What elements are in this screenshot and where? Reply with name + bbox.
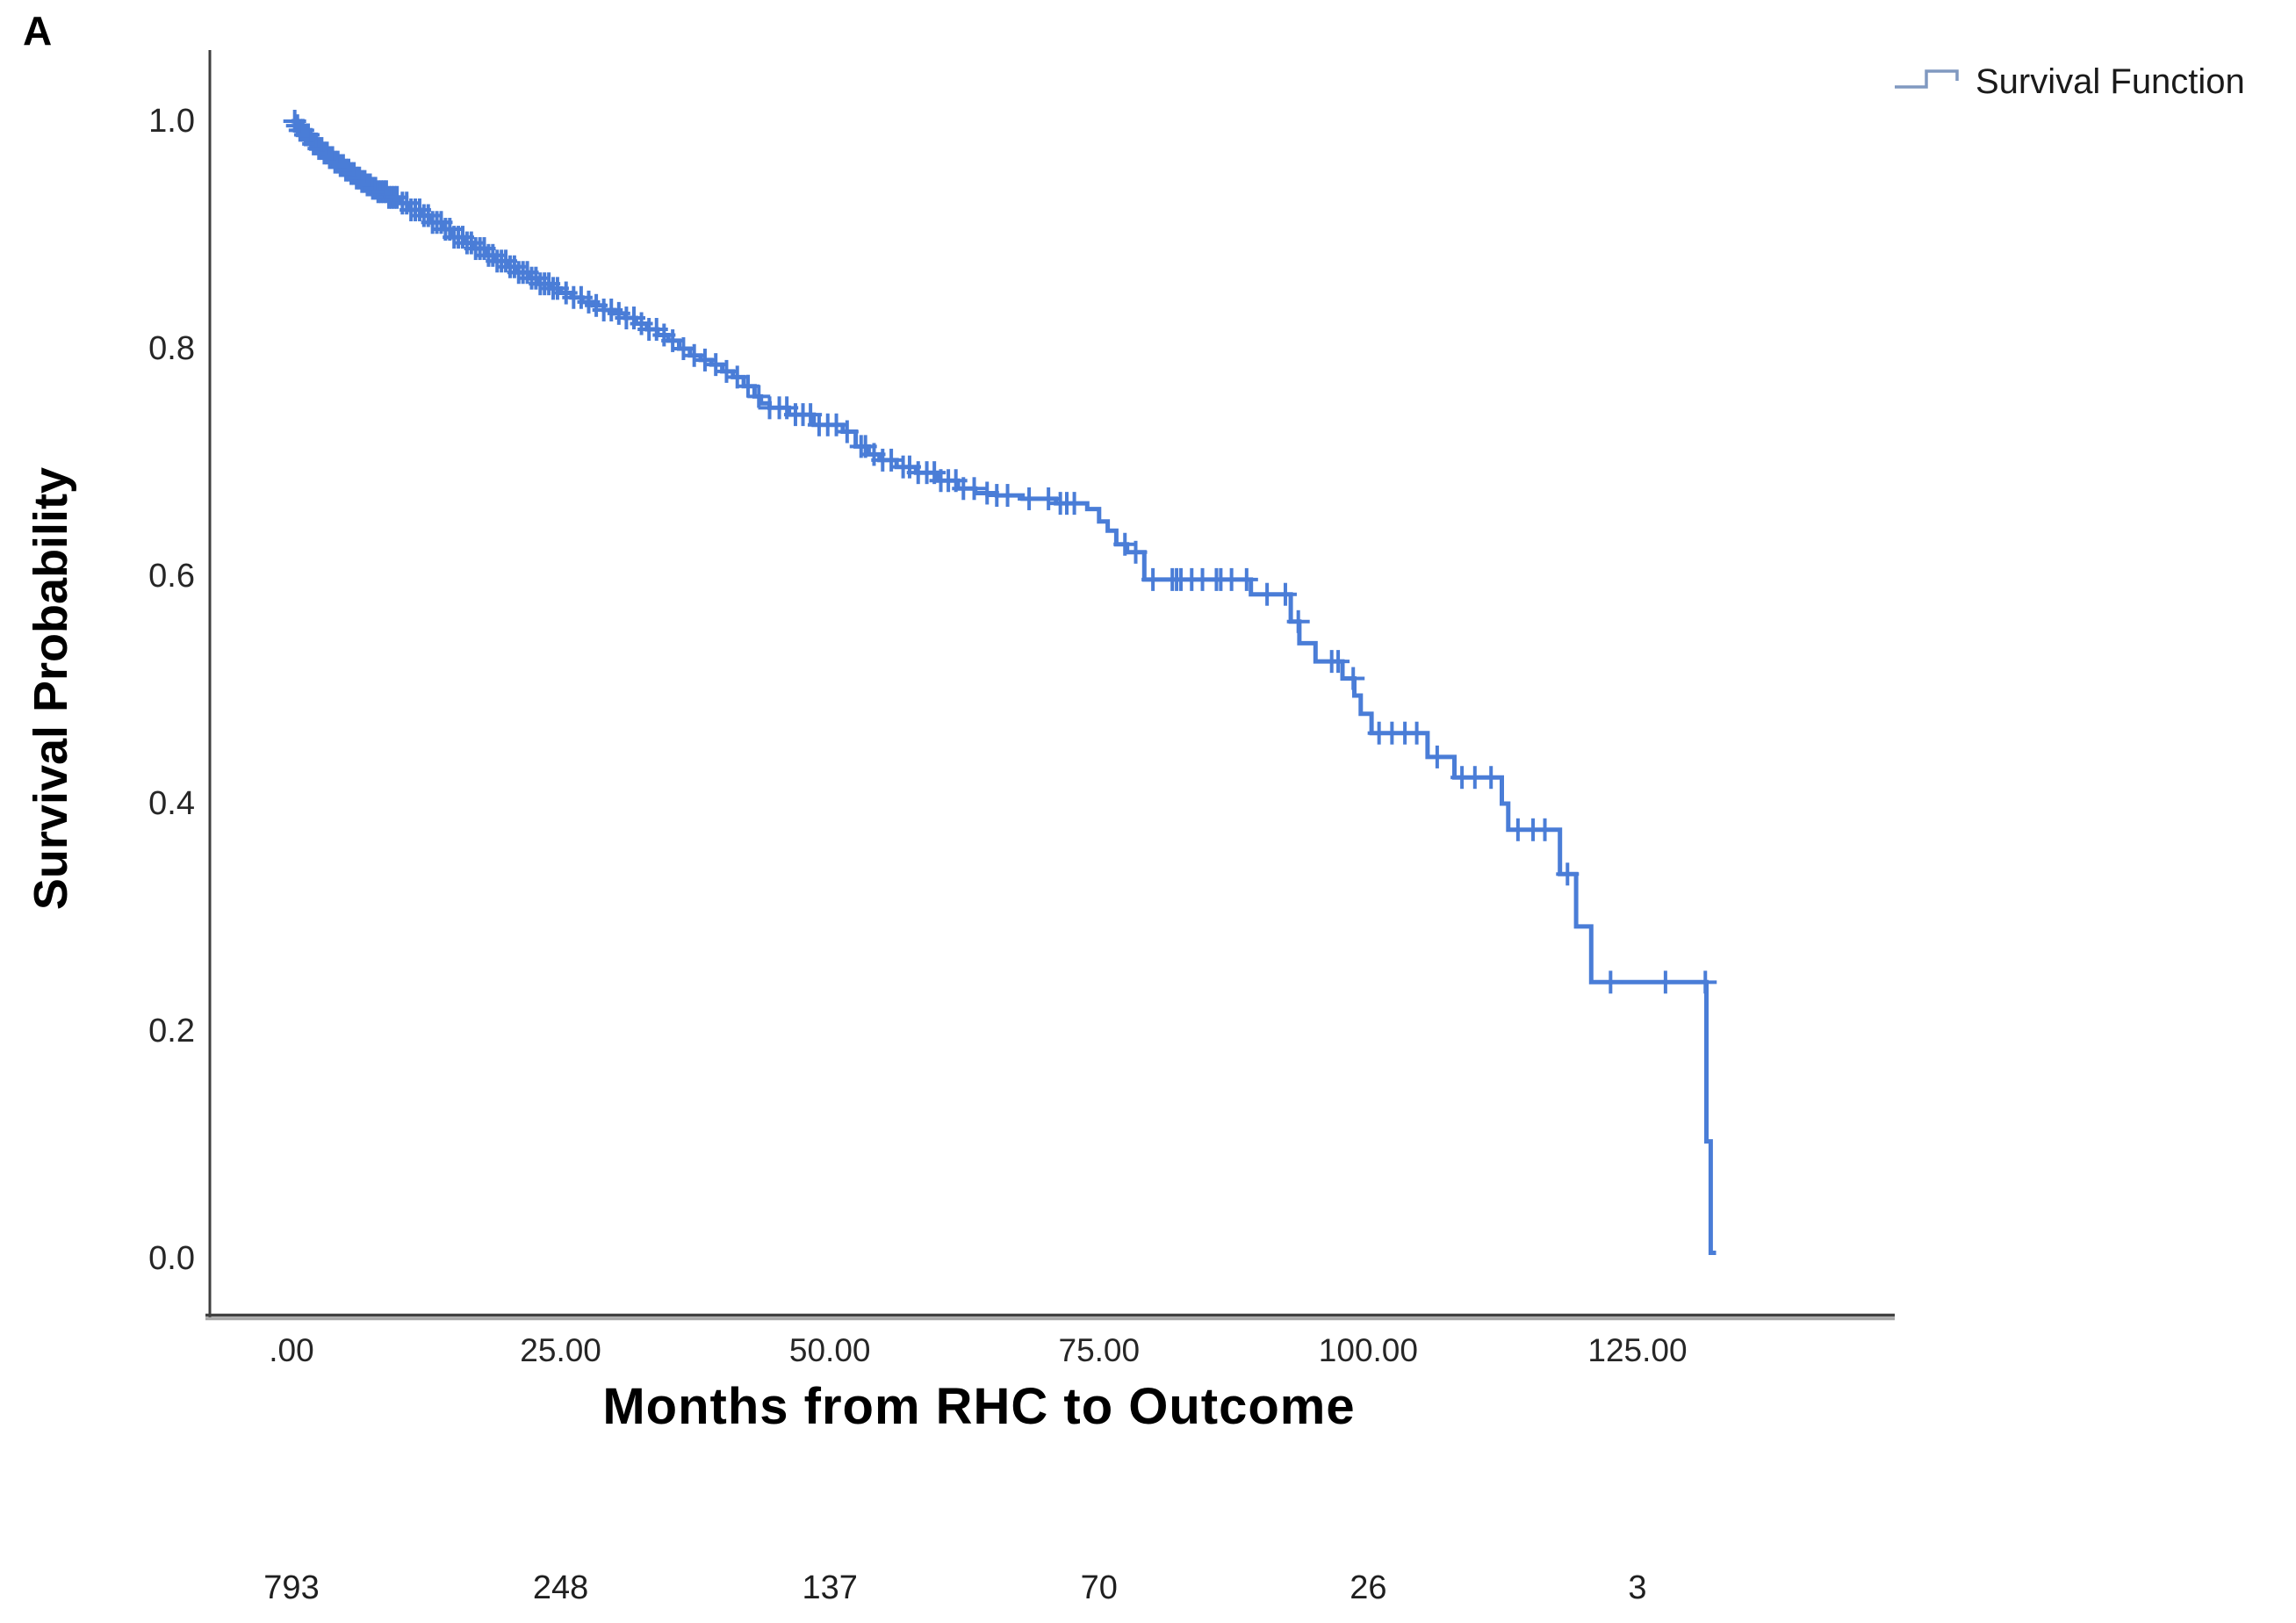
x-axis-title: Months from RHC to Outcome xyxy=(602,1378,1356,1435)
number-at-risk: 137 xyxy=(802,1569,858,1606)
legend-entry-survival-function: Survival Function xyxy=(1976,62,2245,101)
number-at-risk: 70 xyxy=(1080,1569,1118,1606)
number-at-risk: 248 xyxy=(532,1569,589,1606)
y-tick-label: 0.0 xyxy=(148,1240,195,1277)
survival-step-curve xyxy=(291,119,1717,1255)
y-tick-label: 0.6 xyxy=(148,558,195,595)
legend-step-line-icon xyxy=(1895,69,1959,89)
x-tick-label: 100.00 xyxy=(1318,1332,1418,1368)
number-at-risk: 26 xyxy=(1350,1569,1387,1606)
panel-label: A xyxy=(23,8,53,54)
y-tick-label: 1.0 xyxy=(148,103,195,140)
y-axis-title: Survival Probability xyxy=(25,466,77,911)
y-tick-label: 0.8 xyxy=(148,330,195,367)
x-tick-label: 50.00 xyxy=(788,1332,871,1368)
y-tick-label: 0.4 xyxy=(148,785,195,822)
number-at-risk: 3 xyxy=(1628,1569,1647,1606)
x-tick-label: 75.00 xyxy=(1058,1332,1141,1368)
x-tick-label: 125.00 xyxy=(1587,1332,1688,1368)
x-tick-label: .00 xyxy=(269,1332,314,1368)
y-tick-label: 0.2 xyxy=(148,1013,195,1050)
number-at-risk: 793 xyxy=(263,1569,320,1606)
x-tick-label: 25.00 xyxy=(520,1332,601,1368)
